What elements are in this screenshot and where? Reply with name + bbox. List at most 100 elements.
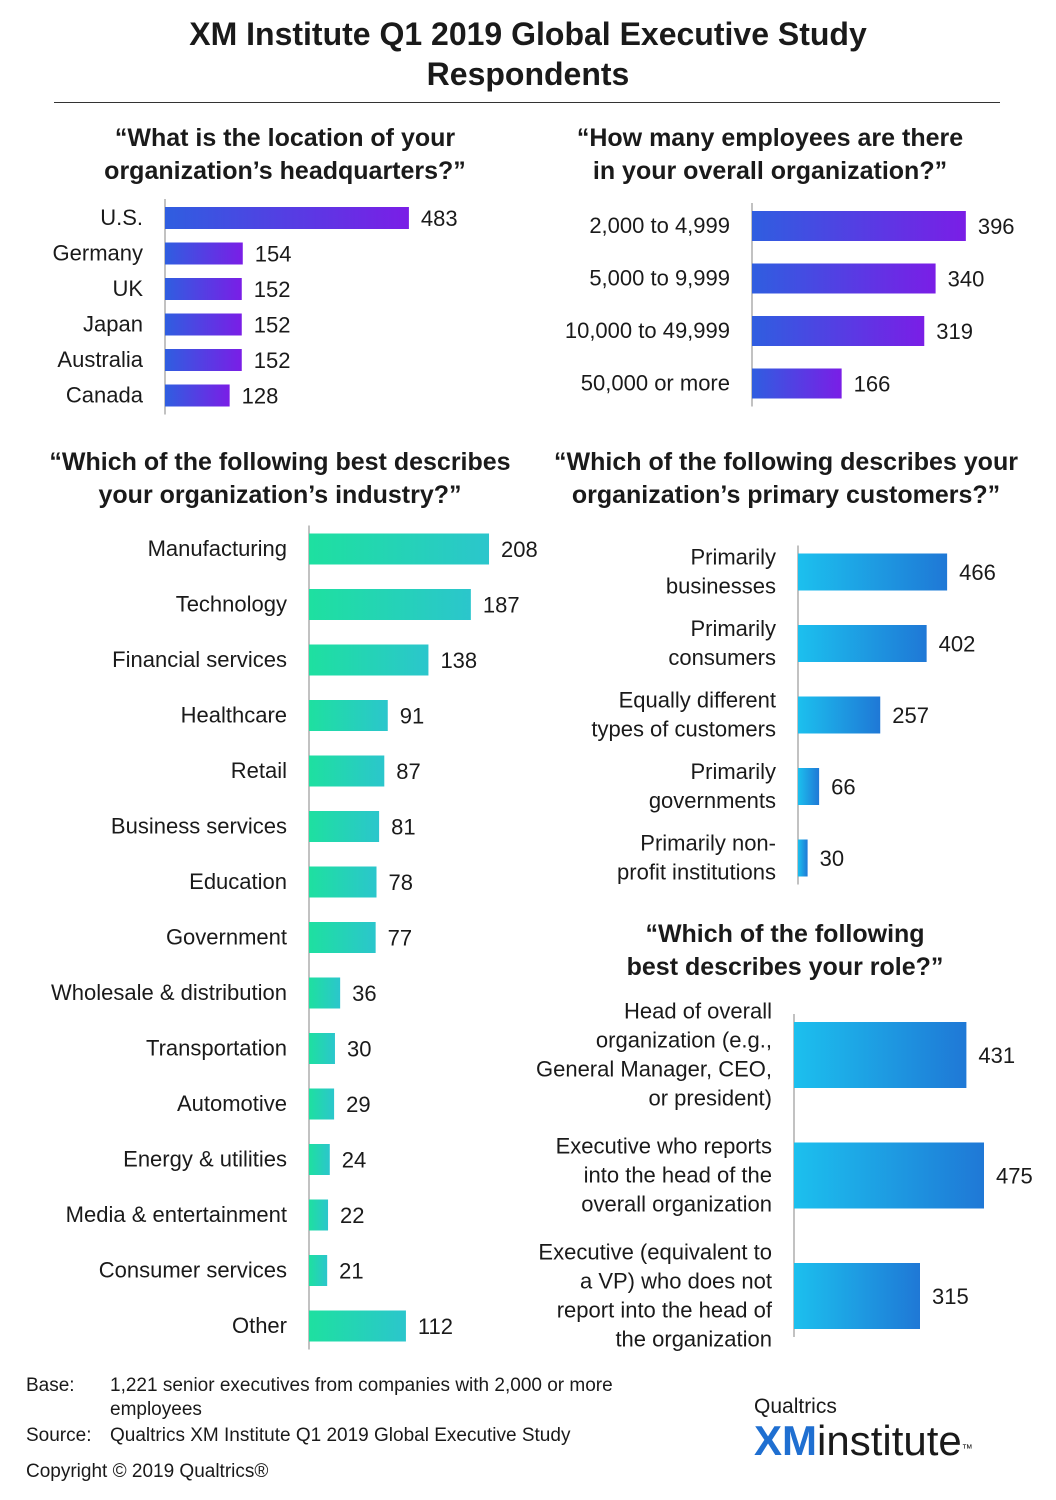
industry-category-label: Consumer services (99, 1258, 287, 1283)
industry-question-line-2: your organization’s industry?” (98, 481, 462, 509)
industry-category-label: Healthcare (181, 703, 287, 728)
industry-value-label: 91 (400, 704, 424, 729)
logo-tm-mark: ™ (961, 1443, 973, 1455)
industry-bar (309, 811, 380, 842)
employees-question-line-2: in your overall organization?” (592, 157, 948, 185)
industry-bar (309, 1033, 335, 1064)
customers-category-label: Primarily non-profit institutions (617, 831, 776, 885)
role-bar (794, 1263, 920, 1329)
employees-value-label: 340 (948, 267, 985, 292)
industry-bar (309, 589, 471, 620)
industry-bar (309, 1255, 328, 1286)
role-category-label: Executive who reports into the head of th… (556, 1134, 772, 1217)
hq-location-value-label: 152 (254, 348, 291, 373)
industry-value-label: 22 (340, 1203, 364, 1228)
role-value-label: 431 (978, 1043, 1015, 1068)
industry-category-label: Transportation (146, 1036, 287, 1061)
industry-bar (309, 1144, 330, 1175)
page-title-line-1: XM Institute Q1 2019 Global Executive St… (189, 16, 867, 52)
industry-value-label: 24 (342, 1148, 366, 1173)
footer-base-text-2: employees (110, 1399, 202, 1420)
industry-category-label: Education (189, 869, 287, 894)
xm-institute-logo: XMinstitute™ (754, 1416, 973, 1466)
industry-category-label: Other (232, 1313, 287, 1338)
industry-value-label: 78 (389, 870, 413, 895)
customers-category-label: Primarily businesses (666, 545, 776, 599)
hq-location-bar (165, 278, 242, 300)
employees-question-line-1: “How many employees are there (576, 124, 964, 152)
customers-chart: 466 Primarily businesses 402 Primarily consum… (591, 545, 996, 885)
customers-value-label: 66 (831, 775, 855, 800)
footer-copyright: Copyright © 2019 Qualtrics® (26, 1461, 269, 1482)
employees-category-label: 10,000 to 49,999 (565, 318, 730, 343)
role-bar (794, 1022, 967, 1088)
employees-question: “How many employees are there in your ov… (545, 122, 995, 188)
customers-value-label: 466 (959, 560, 996, 585)
hq-location-category-label: Germany (53, 241, 143, 266)
customers-bar (798, 625, 927, 662)
employees-bar (752, 263, 936, 294)
industry-question-line-1: “Which of the following best describes (49, 448, 511, 476)
role-bar (794, 1142, 984, 1209)
customers-value-label: 257 (892, 703, 929, 728)
industry-value-label: 29 (346, 1092, 370, 1117)
hq-location-value-label: 154 (255, 242, 292, 267)
role-category-label: Head of overall organization (e.g., Genera… (536, 999, 772, 1111)
hq-location-value-label: 483 (421, 206, 458, 231)
title-divider (54, 102, 1000, 103)
hq-location-chart: 483 U.S. 154 Germany 152 UK 152 Japan 152 Austral… (53, 199, 458, 415)
role-category-label: Executive (equivalent to a VP) who does n… (538, 1240, 772, 1352)
role-value-label: 475 (996, 1164, 1033, 1189)
industry-category-label: Business services (111, 814, 287, 839)
customers-category-label: Equally different types of customers (591, 688, 776, 742)
industry-category-label: Media & entertainment (66, 1202, 287, 1227)
employees-value-label: 396 (978, 214, 1015, 239)
hq-location-category-label: UK (112, 276, 143, 301)
employees-chart: 396 2,000 to 4,999 340 5,000 to 9,999 319 10,… (565, 203, 1015, 407)
industry-value-label: 30 (347, 1037, 371, 1062)
hq-location-question: “What is the location of your organizati… (60, 122, 510, 188)
hq-location-question-line-2: organization’s headquarters?” (104, 157, 466, 185)
customers-bar (798, 696, 881, 734)
role-value-label: 315 (932, 1284, 969, 1309)
industry-category-label: Wholesale & distribution (51, 980, 287, 1005)
hq-location-value-label: 152 (254, 313, 291, 338)
industry-bar (309, 866, 377, 898)
footer-base-label: Base: (26, 1375, 75, 1396)
hq-location-bar (165, 207, 409, 229)
logo-xm-text: XM (754, 1417, 817, 1464)
hq-location-category-label: Australia (57, 347, 143, 372)
footer-base: Base: 1,221 senior executives from compan… (26, 1374, 613, 1397)
employees-value-label: 319 (936, 319, 973, 344)
customers-bar (798, 839, 808, 877)
industry-question: “Which of the following best describes y… (20, 446, 540, 512)
employees-bar (752, 368, 842, 399)
industry-value-label: 138 (440, 648, 477, 673)
footer-source-text: Qualtrics XM Institute Q1 2019 Global Ex… (110, 1425, 571, 1446)
hq-location-category-label: U.S. (100, 205, 143, 230)
hq-location-bar (165, 349, 242, 371)
logo-qualtrics-text: Qualtrics (754, 1395, 837, 1418)
industry-bar (309, 922, 376, 953)
logo-institute-text: institute (817, 1417, 962, 1464)
industry-category-label: Retail (231, 758, 287, 783)
employees-bar (752, 316, 925, 346)
industry-value-label: 77 (388, 926, 412, 951)
footer-base-text-1: 1,221 senior executives from companies w… (110, 1375, 613, 1396)
footer-source: Source: Qualtrics XM Institute Q1 2019 Gl… (26, 1424, 570, 1447)
industry-bar (309, 1310, 406, 1342)
footer-source-label: Source: (26, 1425, 92, 1446)
role-question: “Which of the following best describes y… (560, 918, 1010, 984)
customers-question-line-2: organization’s primary customers?” (571, 481, 1001, 509)
customers-category-label: Primarily governments (649, 759, 776, 813)
industry-chart: 208 Manufacturing 187 Technology 138 Financia… (51, 525, 538, 1350)
hq-location-value-label: 152 (254, 277, 291, 302)
role-question-line-2: best describes your role?” (626, 953, 944, 981)
industry-bar (309, 755, 385, 787)
industry-bar (309, 533, 490, 565)
hq-location-question-line-1: “What is the location of your (114, 124, 456, 152)
page-title-line-2: Respondents (426, 56, 630, 92)
employees-value-label: 166 (854, 372, 891, 397)
employees-category-label: 50,000 or more (581, 371, 730, 396)
industry-category-label: Technology (176, 592, 287, 617)
